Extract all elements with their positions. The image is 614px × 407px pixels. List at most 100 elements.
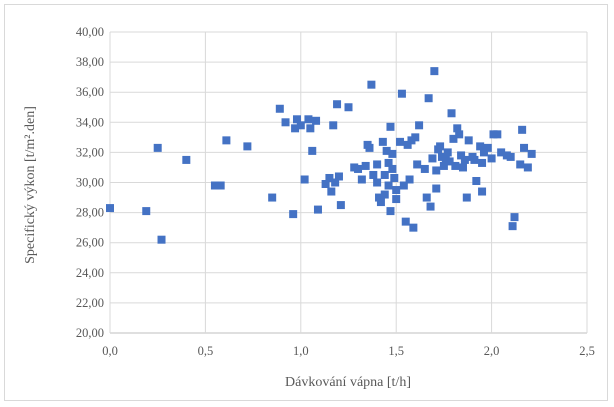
data-point [478, 158, 487, 167]
data-point [313, 205, 322, 214]
data-point [384, 181, 393, 190]
data-point [388, 149, 397, 158]
data-point [493, 130, 502, 139]
data-points [106, 67, 536, 244]
data-point [420, 164, 429, 173]
data-point [321, 180, 330, 189]
data-point [334, 172, 343, 181]
data-point [243, 142, 252, 151]
data-point [508, 222, 517, 231]
data-point [304, 115, 313, 124]
data-point [409, 223, 418, 232]
data-point [365, 143, 374, 152]
data-point [369, 170, 378, 179]
data-point [424, 94, 433, 103]
data-point [436, 142, 445, 151]
y-tick-label: 26,00 [76, 236, 104, 250]
data-point [289, 210, 298, 219]
y-tick-label: 22,00 [76, 296, 104, 310]
data-point [487, 154, 496, 163]
data-point [157, 235, 166, 244]
data-point [432, 166, 441, 175]
data-point [510, 213, 519, 222]
data-point [411, 133, 420, 142]
data-point [380, 170, 389, 179]
data-point [308, 146, 317, 155]
data-point [413, 160, 422, 169]
gridlines [109, 31, 588, 334]
data-point [523, 163, 532, 172]
data-point [327, 187, 336, 196]
data-point [210, 181, 219, 190]
data-point [357, 175, 366, 184]
data-point [390, 173, 399, 182]
data-point [296, 121, 305, 130]
data-point [451, 161, 460, 170]
data-point [497, 148, 506, 157]
data-point [300, 175, 309, 184]
y-tick-label: 28,00 [76, 206, 104, 220]
data-point [470, 155, 479, 164]
data-point [430, 67, 439, 76]
y-tick-label: 20,00 [76, 326, 104, 340]
data-point [306, 124, 315, 133]
data-point [478, 187, 487, 196]
data-point [376, 198, 385, 207]
data-point [367, 80, 376, 89]
data-point [476, 142, 485, 151]
data-point [216, 181, 225, 190]
data-point [375, 193, 384, 202]
data-point [439, 161, 448, 170]
data-point [292, 115, 301, 124]
y-tick-label: 34,00 [76, 115, 104, 129]
data-point [392, 186, 401, 195]
y-tick-label: 38,00 [76, 55, 104, 69]
data-point [445, 157, 454, 166]
data-point [373, 160, 382, 169]
x-tick-label: 2,5 [579, 344, 595, 358]
data-point [518, 125, 527, 134]
data-point [325, 173, 334, 182]
data-point [333, 100, 342, 109]
data-point [142, 207, 151, 216]
data-point [516, 160, 525, 169]
data-point [222, 136, 231, 145]
data-point [291, 124, 300, 133]
data-point [453, 124, 462, 133]
data-point [483, 143, 492, 152]
data-point [392, 195, 401, 204]
x-tick-label: 0,5 [198, 344, 214, 358]
y-tick-label: 30,00 [76, 176, 104, 190]
data-point [447, 109, 456, 118]
chart-frame [4, 4, 608, 401]
data-point [331, 178, 340, 187]
data-point [399, 181, 408, 190]
data-point [380, 190, 389, 199]
data-point [386, 122, 395, 131]
data-point [426, 202, 435, 211]
data-point [415, 121, 424, 130]
data-point [405, 175, 414, 184]
data-point [520, 143, 529, 152]
data-point [268, 193, 277, 202]
data-point [527, 149, 536, 158]
data-point [506, 152, 515, 161]
data-point [388, 164, 397, 173]
data-point [354, 164, 363, 173]
data-point [401, 217, 410, 226]
data-point [386, 207, 395, 216]
data-point [458, 163, 467, 172]
x-tick-labels: 0,0 0,5 1,0 1,5 2,0 2,5 [102, 344, 595, 358]
data-point [382, 146, 391, 155]
data-point [378, 137, 387, 146]
x-tick-label: 2,0 [484, 344, 500, 358]
data-point [344, 103, 353, 112]
data-point [361, 161, 370, 170]
y-tick-label: 24,00 [76, 266, 104, 280]
x-tick-label: 1,0 [293, 344, 309, 358]
x-tick-label: 0,0 [102, 344, 118, 358]
data-point [403, 140, 412, 149]
data-point [464, 136, 473, 145]
data-point [457, 151, 466, 160]
